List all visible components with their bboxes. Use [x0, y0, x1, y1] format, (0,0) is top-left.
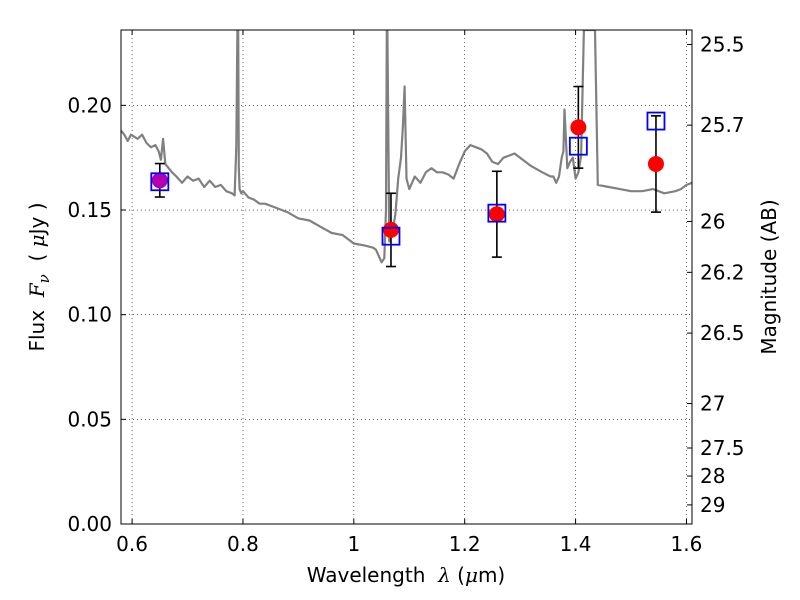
markers [150, 111, 666, 246]
observed-point [151, 172, 168, 189]
model-point [646, 111, 666, 131]
y2-tick-label: 26.2 [700, 260, 745, 284]
x-tick-label: 0.8 [227, 532, 259, 556]
y-tick-label: 0.15 [67, 198, 112, 222]
y2-tick-label: 26.5 [700, 321, 745, 345]
y-tick-label: 0.10 [67, 303, 112, 327]
model-point [568, 136, 588, 156]
x-axis-title: Wavelength λ (μm) [307, 563, 506, 587]
model-point [381, 226, 401, 246]
y-axis-title: Flux Fν ( μJy ) [25, 202, 53, 351]
axis-ticks [121, 30, 692, 525]
plot-frame [120, 29, 693, 525]
x-tick-label: 0.6 [116, 532, 148, 556]
y2-tick-label: 29 [700, 493, 725, 517]
y-tick-label: 0.20 [67, 93, 112, 117]
model-point [487, 203, 507, 223]
observed-point [488, 206, 505, 223]
y2-tick-label: 28 [700, 464, 725, 488]
y-tick-label: 0.00 [67, 512, 112, 536]
y-tick-label: 0.05 [67, 407, 112, 431]
y-tick-labels: 0.00 0.05 0.10 0.15 0.20 [67, 93, 112, 536]
x-tick-label: 1 [347, 532, 360, 556]
y2-tick-labels: 25.5 25.7 26 26.2 26.5 27 27.5 28 29 [700, 32, 745, 516]
observed-point [647, 155, 664, 172]
y2-tick-label: 27.5 [700, 436, 745, 460]
x-tick-label: 1.6 [671, 532, 703, 556]
x-tick-label: 1.2 [449, 532, 481, 556]
y2-axis-title: Magnitude (AB) [757, 199, 781, 354]
observed-point [382, 221, 399, 238]
x-tick-label: 1.4 [560, 532, 592, 556]
y2-tick-label: 25.7 [700, 113, 745, 137]
model-point [150, 172, 170, 192]
y2-tick-label: 27 [700, 392, 725, 416]
y2-tick-label: 25.5 [700, 32, 745, 56]
observed-point [570, 119, 587, 136]
y2-tick-label: 26 [700, 209, 725, 233]
x-tick-labels: 0.6 0.8 1 1.2 1.4 1.6 [116, 532, 702, 556]
